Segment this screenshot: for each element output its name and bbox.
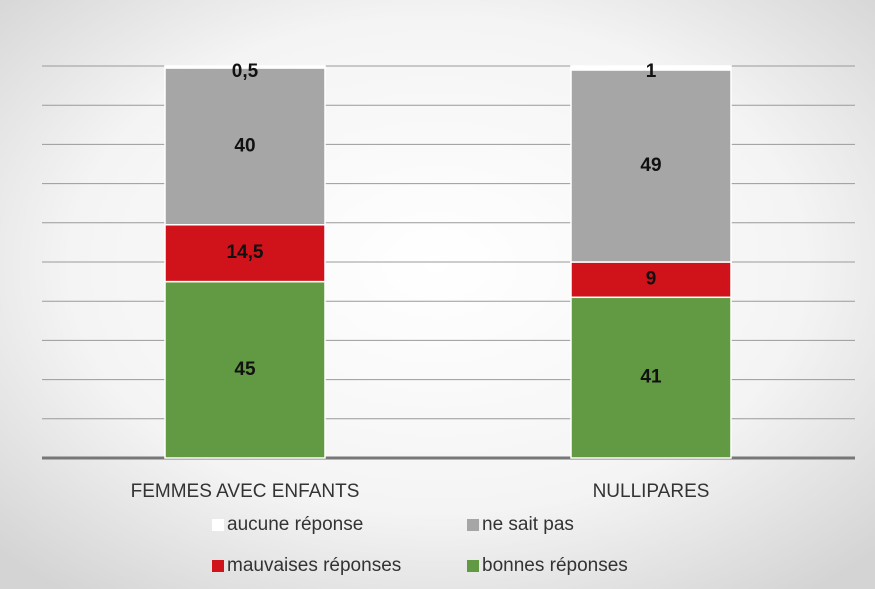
bar-segment [164,67,326,226]
bar-segment [570,296,732,459]
legend-marker [212,560,224,572]
legend-label: ne sait pas [482,514,574,535]
legend-marker [467,560,479,572]
bar-segment [570,65,732,71]
data-label: 0,5 [232,61,259,82]
bar-segment [570,261,732,299]
data-label: 9 [646,269,657,290]
legend-marker [467,519,479,531]
legend-marker [212,519,224,531]
data-label: 1 [646,61,657,82]
legend-label: bonnes réponses [482,555,628,576]
bar-segment [164,280,326,459]
data-label: 45 [234,359,256,380]
x-tick-label: FEMMES AVEC ENFANTS [131,481,360,502]
x-tick-label: NULLIPARES [593,481,710,502]
bar-segment [164,224,326,283]
data-label: 49 [640,155,661,176]
legend-label: mauvaises réponses [227,555,401,576]
data-label: 40 [234,135,255,156]
bar-segment [164,65,326,69]
bar-segment [570,69,732,263]
legend-label: aucune réponse [227,514,363,535]
data-label: 41 [640,367,662,388]
data-label: 14,5 [227,242,264,263]
